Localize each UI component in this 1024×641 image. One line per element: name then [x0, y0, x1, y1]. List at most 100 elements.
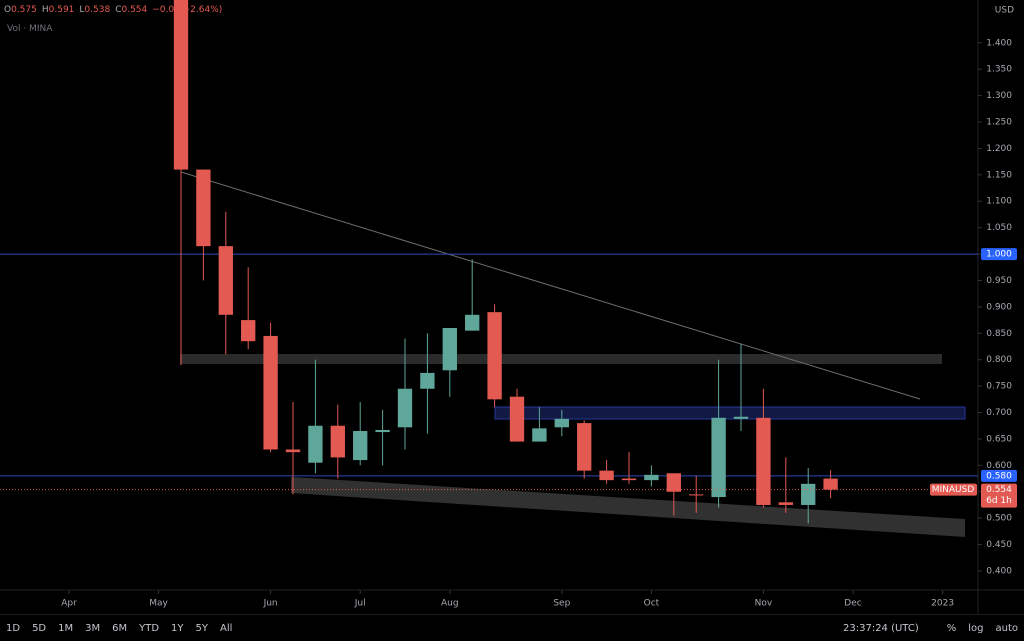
y-tick-label: 0.800 — [986, 355, 1012, 365]
candle-body — [308, 425, 323, 463]
candle-body — [577, 423, 592, 471]
level-label: 0.580 — [986, 471, 1012, 481]
y-tick-label: 0.450 — [986, 540, 1012, 550]
x-tick-label: Apr — [61, 599, 77, 609]
level-box — [981, 469, 1017, 482]
drawings — [180, 171, 966, 537]
x-tick-label: 2023 — [931, 599, 954, 609]
x-tick-label: Jul — [354, 599, 366, 609]
y-tick-label: 1.400 — [986, 38, 1012, 48]
candle-body — [173, 0, 189, 170]
candle-body — [756, 417, 771, 505]
y-tick-label: 1.150 — [986, 170, 1012, 180]
candle-body — [509, 396, 525, 442]
y-tick-label: 0.600 — [986, 461, 1012, 471]
y-tick-label: 0.700 — [986, 408, 1012, 418]
countdown: 6d 1h — [986, 496, 1012, 506]
symbol-label: MINAUSD — [932, 485, 975, 495]
y-tick-label: 0.950 — [986, 276, 1012, 286]
y-tick-label: 1.300 — [986, 91, 1012, 101]
candle-body — [353, 431, 368, 461]
range-button[interactable]: 6M — [112, 622, 128, 634]
candle-body — [285, 449, 301, 453]
ohlc-key: H — [41, 5, 49, 15]
y-tick-label: 0.850 — [986, 329, 1012, 339]
option-button[interactable]: log — [968, 622, 984, 634]
candle-body — [778, 502, 793, 505]
x-tick-label: May — [149, 599, 168, 609]
option-button[interactable]: auto — [995, 622, 1018, 634]
zone — [180, 354, 942, 364]
level-box — [981, 248, 1017, 261]
candle-body — [554, 418, 569, 428]
candle-body — [621, 478, 637, 481]
change: −0.0 — [152, 5, 175, 15]
y-tick-label: 1.200 — [986, 144, 1012, 154]
x-tick-label: Sep — [553, 599, 570, 609]
x-tick-label: Nov — [755, 599, 773, 609]
candle-body — [733, 416, 749, 419]
candle-body — [823, 478, 838, 490]
ohlc-key: C — [115, 5, 122, 15]
x-tick-label: Aug — [441, 599, 459, 609]
volume-label: Vol · MINA — [7, 24, 53, 34]
candle-body — [801, 483, 816, 505]
x-tick-label: Jun — [263, 599, 278, 609]
y-tick-label: 1.350 — [986, 65, 1012, 75]
candle-body — [330, 425, 345, 458]
y-tick-label: 1.050 — [986, 223, 1012, 233]
range-button[interactable]: 3M — [85, 622, 101, 634]
candle-body — [218, 246, 233, 315]
x-tick-label: Dec — [844, 599, 861, 609]
candle-body — [420, 372, 435, 389]
x-tick-label: Oct — [644, 599, 660, 609]
ohlc-key: O — [4, 5, 12, 15]
candle-body — [644, 474, 659, 481]
y-tick-label: 0.900 — [986, 302, 1012, 312]
y-tick-label: 0.750 — [986, 382, 1012, 392]
candle-body — [375, 429, 390, 433]
candle-body — [263, 335, 278, 450]
ohlc-value: 0.538 — [84, 5, 111, 15]
candle-body — [241, 320, 256, 342]
ohlc-value: 0.575 — [11, 5, 37, 15]
range-button[interactable]: 5D — [32, 622, 47, 634]
candle-body — [196, 169, 211, 247]
ohlc-header: O0.575 H0.591 L0.538 C0.554 −0.0 (−2.64%) — [4, 5, 227, 15]
y-tick-label: 1.100 — [986, 197, 1012, 207]
y-tick-label: 1.250 — [986, 118, 1012, 128]
range-button[interactable]: YTD — [139, 622, 160, 634]
last-price-box — [981, 483, 1017, 508]
clock: 23:37:24 (UTC) — [843, 622, 919, 634]
y-tick-label: 0.650 — [986, 434, 1012, 444]
candle-body — [666, 473, 681, 492]
option-button[interactable]: % — [946, 622, 957, 634]
ohlc-value: 0.591 — [48, 5, 75, 15]
candle-body — [465, 314, 480, 331]
range-button[interactable]: 1M — [58, 622, 74, 634]
bottom-toolbar: 1D 5D 1M 3M 6M YTD 1Y 5Y All 23:37:24 (UTC)% log au… — [0, 614, 1024, 641]
currency: USD — [995, 6, 1014, 16]
candle-body — [689, 494, 704, 496]
symbol-box — [930, 483, 977, 496]
ohlc-key: L — [79, 5, 85, 15]
candle-body — [442, 328, 457, 371]
candle-body — [397, 388, 413, 428]
trendline — [180, 171, 921, 400]
range-button[interactable]: All — [220, 622, 233, 634]
chart: USD 0.4000.4500.5000.5500.6000.6500.7000… — [0, 0, 1024, 614]
range-button[interactable]: 1D — [6, 622, 21, 634]
ohlc-value: 0.554 — [121, 5, 148, 15]
candle-body — [532, 428, 547, 442]
candle-body — [599, 470, 614, 481]
last-price-label: 0.554 — [986, 485, 1012, 495]
y-tick-label: 0.500 — [986, 514, 1012, 524]
zone — [494, 406, 966, 420]
range-button[interactable]: 5Y — [195, 622, 209, 634]
range-button[interactable]: 1Y — [171, 622, 184, 634]
channel — [291, 477, 965, 537]
y-tick-label: 0.400 — [986, 566, 1012, 576]
candle-body — [487, 312, 502, 400]
candle-body — [711, 417, 726, 498]
